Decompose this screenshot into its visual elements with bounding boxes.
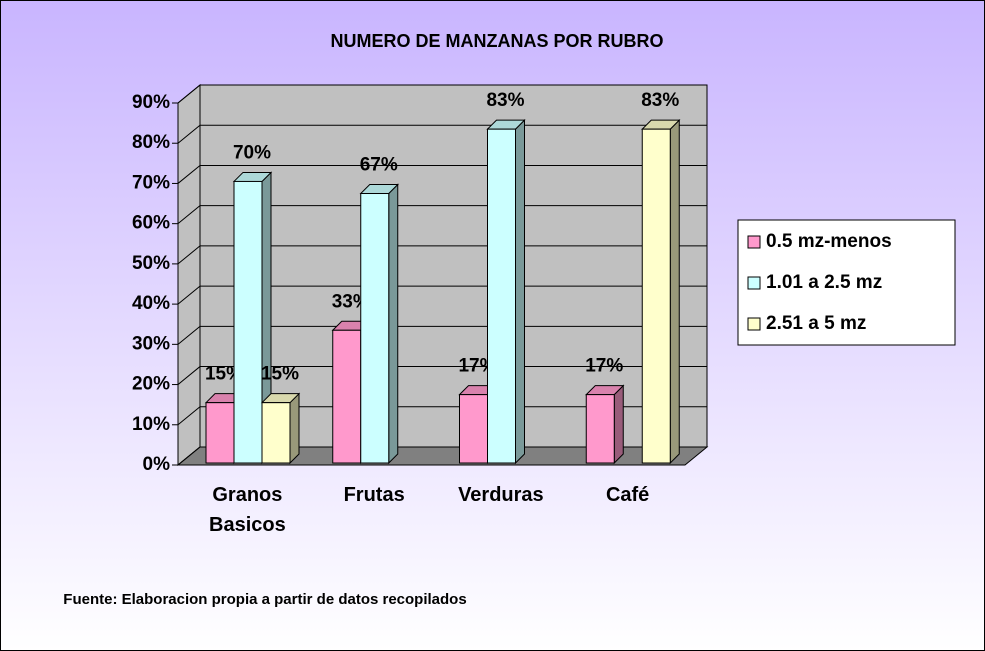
y-tick-label: 0% (143, 454, 171, 475)
legend-swatch (747, 276, 761, 290)
bar-front (641, 128, 671, 464)
y-tick-label: 50% (132, 253, 170, 274)
bar-front (585, 394, 615, 464)
data-label: 15% (261, 364, 299, 385)
bar-side (388, 183, 399, 465)
y-tick-label: 30% (132, 333, 170, 354)
x-tick-label: Café (605, 484, 650, 506)
grid-line (177, 406, 707, 426)
grid-line (177, 245, 707, 265)
y-tick-label: 90% (132, 92, 170, 113)
legend-label: 0.5 mz-menos (766, 231, 892, 252)
grid-line (177, 446, 707, 466)
x-tick-label: Granos Basicos (209, 484, 286, 536)
bar-front (360, 193, 390, 464)
grid-line (177, 285, 707, 305)
grid-line (177, 205, 707, 225)
legend-swatch (747, 317, 761, 331)
legend-label: 1.01 a 2.5 mz (766, 272, 882, 293)
side-wall (177, 83, 201, 467)
y-tick-label: 40% (132, 293, 170, 314)
bar-front (459, 394, 488, 464)
grid-line (177, 325, 707, 345)
y-tick-label: 10% (132, 414, 170, 435)
bar (641, 118, 681, 465)
grid-line (177, 124, 707, 144)
grid-line (177, 164, 707, 184)
bar-side (289, 392, 300, 465)
data-label: 17% (585, 356, 623, 377)
bar (232, 171, 273, 465)
bar (585, 384, 625, 465)
bar-side (669, 118, 680, 465)
y-tick-label: 20% (132, 374, 170, 395)
data-label: 83% (641, 90, 679, 111)
bar-front (233, 180, 263, 464)
chart-title: NUMERO DE MANZANAS POR RUBRO (331, 31, 664, 51)
x-tick-label: Frutas (343, 484, 405, 506)
source-note: Fuente: Elaboracion propia a partir de d… (63, 591, 467, 608)
back-wall (199, 84, 708, 448)
bar-side (515, 118, 525, 465)
bar-front (332, 329, 362, 464)
y-tick-label: 60% (132, 213, 170, 234)
legend-swatch (747, 235, 761, 249)
data-label: 83% (486, 90, 524, 111)
bar-front (261, 402, 291, 464)
grid-line (177, 84, 707, 104)
x-tick-label: Verduras (458, 484, 544, 506)
bar (260, 392, 301, 465)
bar-front (205, 402, 235, 464)
legend-label: 2.51 a 5 mz (766, 313, 866, 334)
data-label: 70% (233, 142, 271, 163)
bar (359, 183, 399, 465)
grid-line (177, 366, 707, 385)
y-tick-label: 70% (132, 172, 170, 193)
bar (486, 118, 526, 465)
data-label: 67% (360, 155, 398, 176)
legend-box (737, 219, 956, 346)
bar-front (487, 128, 516, 464)
y-tick-label: 80% (132, 132, 170, 153)
bar-side (613, 384, 624, 465)
